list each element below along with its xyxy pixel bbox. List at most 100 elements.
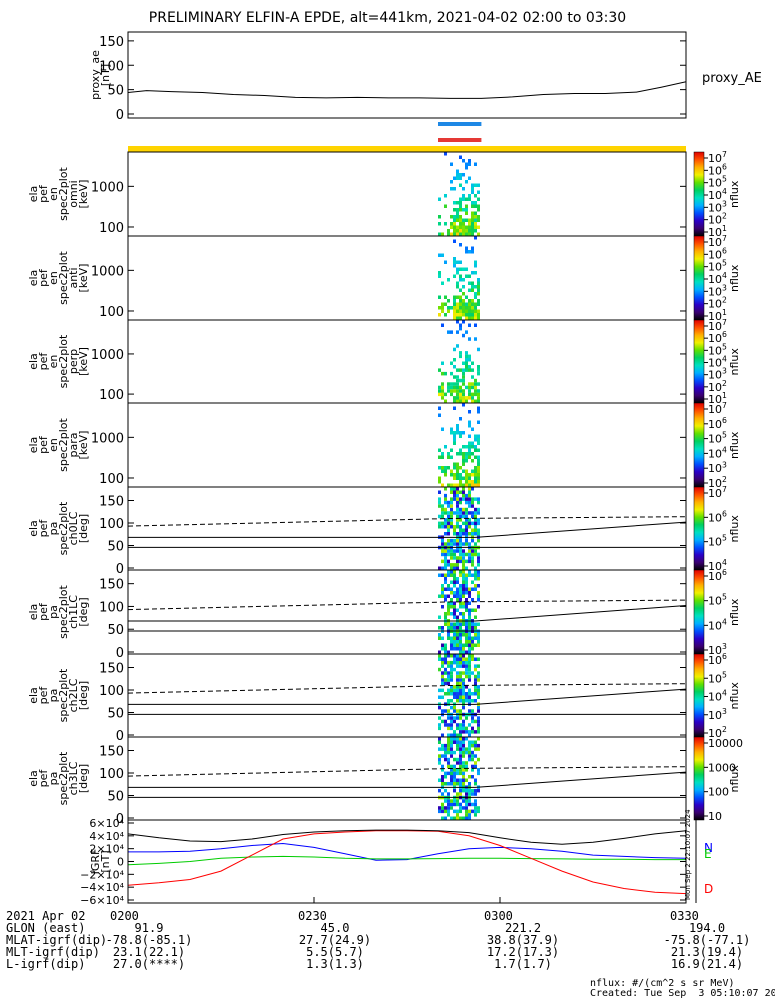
heatmap-cell: [441, 392, 444, 397]
heatmap-cell: [438, 295, 441, 299]
y-axis-label: [keV]: [77, 180, 90, 209]
heatmap-cell: [450, 427, 453, 431]
heatmap-cell: [468, 358, 471, 362]
heatmap-cell: [459, 806, 462, 810]
heatmap-cell: [453, 626, 456, 630]
heatmap-cell: [477, 410, 480, 414]
heatmap-cell: [456, 559, 459, 564]
heatmap-cell: [444, 754, 447, 758]
heatmap-cell: [438, 573, 441, 577]
colorbar-tick-label: 105: [708, 534, 727, 549]
heatmap-cell: [453, 302, 456, 306]
heatmap-cell: [450, 660, 453, 665]
heatmap-cell: [444, 587, 447, 591]
heatmap-cell: [477, 678, 480, 682]
heatmap-cell: [462, 302, 465, 306]
heatmap-cell: [459, 598, 462, 602]
heatmap-cell: [474, 542, 477, 546]
y-axis-label: pef: [37, 435, 50, 454]
heatmap-cell: [459, 173, 462, 177]
heatmap-cell: [465, 674, 468, 679]
heatmap-cell: [477, 591, 480, 595]
heatmap-cell: [468, 654, 471, 658]
heatmap-cell: [438, 757, 441, 762]
heatmap-cell: [468, 733, 471, 737]
heatmap-cell: [474, 747, 477, 751]
heatmap-cell: [465, 365, 468, 369]
heatmap-cell: [456, 483, 459, 487]
heatmap-cell: [450, 573, 453, 577]
y-tick-label: 150: [99, 35, 124, 50]
heatmap-cell: [456, 813, 459, 817]
heatmap-cell: [441, 806, 444, 810]
heatmap-cell: [456, 671, 459, 675]
heatmap-cell: [474, 201, 477, 205]
heatmap-cell: [462, 573, 465, 577]
igrf-legend-E: E: [704, 847, 712, 861]
y-tick-label: 6×10⁴: [89, 817, 124, 830]
heatmap-cell: [447, 538, 450, 543]
heatmap-cell: [462, 782, 465, 786]
heatmap-cell: [450, 733, 453, 737]
heatmap-cell: [447, 528, 450, 532]
heatmap-cell: [471, 382, 474, 386]
heatmap-cell: [471, 514, 474, 519]
heatmap-cell: [441, 281, 444, 285]
heatmap-cell: [459, 570, 462, 574]
heatmap-cell: [456, 462, 459, 466]
heatmap-cell: [468, 626, 471, 630]
heatmap-cell: [438, 650, 441, 654]
heatmap-cell: [462, 514, 465, 519]
heatmap-cell: [450, 802, 453, 807]
heatmap-cell: [474, 455, 477, 459]
heatmap-cell: [441, 816, 444, 820]
heatmap-cell: [459, 740, 462, 744]
heatmap-cell: [456, 493, 459, 498]
heatmap-cell: [456, 302, 459, 306]
colorbar-tick-label: 107: [708, 485, 727, 500]
heatmap-cell: [474, 511, 477, 515]
heatmap-cell: [453, 580, 456, 584]
heatmap-cell: [474, 633, 477, 637]
heatmap-cell: [468, 556, 471, 560]
heatmap-cell: [465, 716, 468, 720]
heatmap-cell: [447, 573, 450, 577]
heatmap-cell: [453, 612, 456, 616]
heatmap-cell: [462, 816, 465, 820]
y-tick-label: −4×10⁴: [80, 881, 124, 894]
heatmap-cell: [474, 681, 477, 686]
heatmap-cell: [438, 716, 441, 720]
heatmap-cell: [477, 640, 480, 644]
heatmap-cell: [453, 594, 456, 598]
heatmap-cell: [438, 392, 441, 397]
heatmap-cell: [474, 692, 477, 696]
heatmap-cell: [459, 434, 462, 438]
heatmap-cell: [441, 678, 444, 682]
heatmap-cell: [474, 337, 477, 341]
heatmap-cell: [450, 636, 453, 640]
heatmap-cell: [474, 211, 477, 215]
heatmap-cell: [450, 601, 453, 605]
heatmap-cell: [465, 747, 468, 751]
y-axis-label: [keV]: [77, 264, 90, 293]
y-tick-label: 4×10⁴: [89, 830, 124, 843]
heatmap-cell: [468, 667, 471, 672]
heatmap-cell: [471, 299, 474, 303]
heatmap-cell: [453, 750, 456, 755]
heatmap-cell: [462, 559, 465, 564]
heatmap-cell: [462, 761, 465, 765]
heatmap-cell: [456, 285, 459, 289]
heatmap-cell: [459, 351, 462, 355]
heatmap-cell: [474, 466, 477, 470]
heatmap-cell: [450, 222, 453, 226]
heatmap-cell: [459, 466, 462, 470]
heatmap-cell: [465, 459, 468, 463]
heatmap-cell: [453, 740, 456, 744]
y-axis-label: pef: [37, 686, 50, 705]
colorbar-tick-label: 1000: [708, 761, 736, 774]
heatmap-cell: [444, 500, 447, 505]
heatmap-cell: [465, 445, 468, 449]
heatmap-cell: [450, 723, 453, 727]
heatmap-cell: [471, 497, 474, 501]
y-axis-label: en: [47, 271, 60, 285]
